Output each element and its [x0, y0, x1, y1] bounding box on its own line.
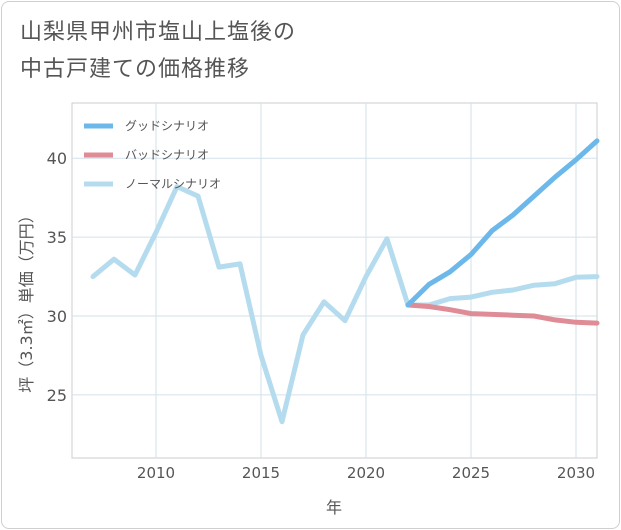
y-tick-label: 40 — [47, 149, 67, 168]
chart-title: 山梨県甲州市塩山上塩後の 中古戸建ての価格推移 — [20, 14, 296, 88]
x-tick-label: 2010 — [137, 464, 175, 482]
x-tick-label: 2030 — [557, 464, 595, 482]
series-line-good — [405, 138, 600, 308]
legend-label: グッドシナリオ — [125, 119, 209, 133]
y-tick-label: 25 — [47, 386, 67, 405]
series-line-bad — [405, 302, 600, 326]
y-tick-label: 30 — [47, 307, 67, 326]
series-line-normal — [90, 184, 600, 425]
x-tick-label: 2015 — [242, 464, 280, 482]
chart-title-line2: 中古戸建ての価格推移 — [20, 57, 251, 82]
x-tick-label: 2025 — [452, 464, 490, 482]
y-axis-label: 坪（3.3㎡）単価（万円） — [17, 207, 36, 392]
legend-label: バッドシナリオ — [125, 148, 209, 162]
legend-label: ノーマルシナリオ — [125, 177, 221, 191]
y-tick-label: 35 — [47, 228, 67, 247]
x-axis-label: 年 — [326, 498, 342, 517]
series-lines — [90, 138, 600, 425]
plot-area — [71, 102, 598, 459]
x-tick-label: 2020 — [347, 464, 385, 482]
axes: 2010 2015 2020 2025 2030 25 30 35 40 — [47, 149, 595, 482]
chart-title-line1: 山梨県甲州市塩山上塩後の — [20, 20, 297, 45]
